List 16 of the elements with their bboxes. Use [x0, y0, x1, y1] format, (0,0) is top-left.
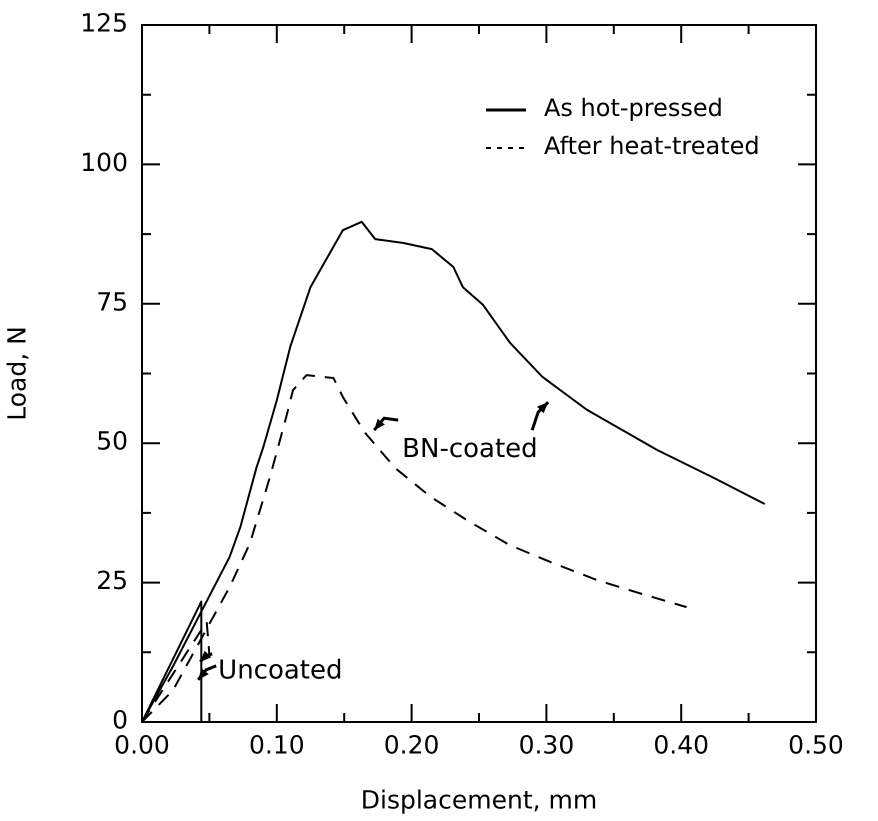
x-tick-label: 0.10: [248, 730, 305, 760]
y-tick-label: 100: [80, 148, 128, 177]
x-tick-label: 0.40: [653, 730, 710, 760]
legend-label: As hot-pressed: [544, 94, 723, 122]
legend-label: After heat-treated: [544, 132, 760, 160]
x-axis-title: Displacement, mm: [360, 786, 598, 814]
annotation: Uncoated: [218, 656, 343, 686]
y-tick-label: 25: [96, 566, 128, 596]
x-tick-label: 0.30: [518, 730, 574, 760]
y-tick-label: 50: [96, 426, 128, 456]
x-tick-label: 0.50: [788, 730, 844, 760]
x-tick-label: 0.20: [384, 730, 440, 760]
y-axis-title: Load, N: [2, 326, 32, 421]
y-tick-label: 75: [96, 287, 128, 316]
y-tick-label: 125: [80, 8, 128, 38]
annotation: BN-coated: [402, 434, 538, 464]
